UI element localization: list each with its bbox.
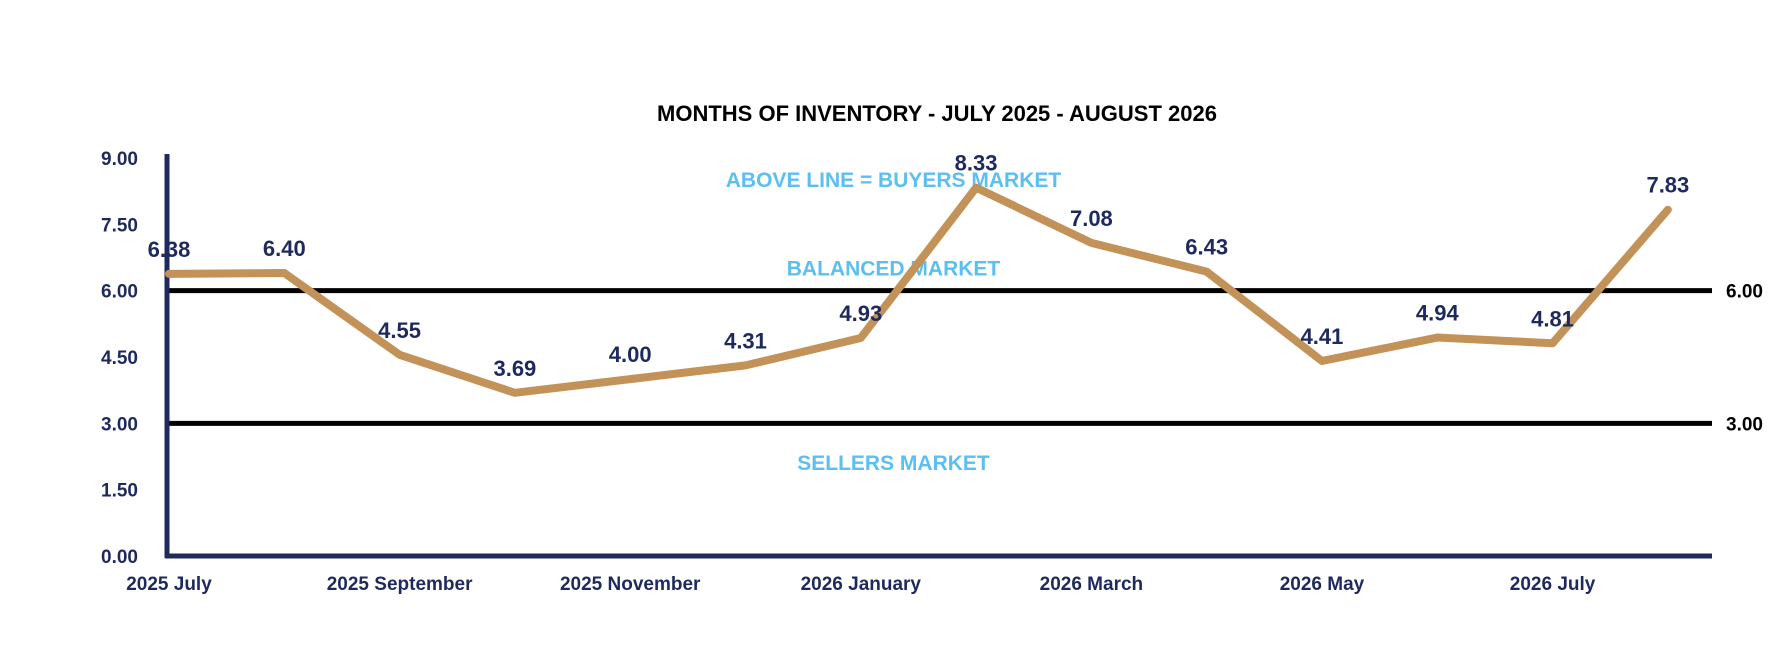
- reference-lines: 6.00 3.00: [167, 282, 1763, 435]
- series-line: [165, 183, 1672, 397]
- x-tick-label: 2026 July: [1510, 574, 1596, 595]
- y-tick-label: 0.00: [101, 547, 138, 568]
- data-label: 4.94: [1416, 301, 1460, 326]
- y-tick-label: 4.50: [101, 348, 138, 369]
- data-point: [742, 362, 749, 369]
- data-point: [1203, 268, 1210, 275]
- data-point: [396, 351, 403, 358]
- data-point: [1549, 340, 1556, 347]
- y-tick-label: 3.00: [101, 414, 138, 435]
- data-label: 6.40: [263, 236, 306, 261]
- y-tick-label: 6.00: [101, 282, 138, 303]
- data-label: 4.81: [1531, 306, 1574, 331]
- x-tick-label: 2026 March: [1040, 574, 1144, 595]
- data-point: [1664, 206, 1671, 213]
- data-label: 7.83: [1646, 173, 1689, 198]
- y-tick-label: 1.50: [101, 481, 138, 502]
- reference-line-label: 6.00: [1726, 282, 1763, 303]
- zone-label: ABOVE LINE = BUYERS MARKET: [726, 169, 1062, 192]
- series-line-layer: [165, 183, 1672, 397]
- data-label: 6.38: [148, 237, 191, 262]
- y-tick-label: 9.00: [101, 149, 138, 170]
- data-point: [973, 184, 980, 191]
- y-tick-label: 7.50: [101, 215, 138, 236]
- data-labels: 6.38 6.40 4.55 3.69 4.00 4.31 4.93 8.33 7.08 6.43…: [148, 151, 1689, 396]
- data-label: 4.93: [839, 301, 882, 326]
- data-point: [857, 334, 864, 341]
- data-point: [627, 376, 634, 383]
- zone-labels: ABOVE LINE = BUYERS MARKET BALANCED MARKE…: [726, 169, 1062, 475]
- x-tick-label: 2025 July: [126, 574, 212, 595]
- data-point: [281, 269, 288, 276]
- x-tick-label: 2025 September: [327, 574, 473, 595]
- data-label: 4.55: [378, 318, 421, 343]
- chart-title: MONTHS OF INVENTORY - JULY 2025 - AUGUST…: [657, 101, 1217, 126]
- data-label: 4.31: [724, 328, 767, 353]
- data-point: [511, 389, 518, 396]
- data-label: 4.00: [609, 342, 652, 367]
- data-point: [1434, 334, 1441, 341]
- x-tick-label: 2025 November: [560, 574, 701, 595]
- data-point: [1088, 239, 1095, 246]
- x-tick-label: 2026 January: [801, 574, 922, 595]
- reference-line-label: 3.00: [1726, 414, 1763, 435]
- zone-label: SELLERS MARKET: [797, 452, 990, 475]
- data-label: 7.08: [1070, 206, 1113, 231]
- axes: 0.00 1.50 3.00 4.50 6.00 7.50 9.00 2025 July 202…: [101, 149, 1712, 595]
- data-label: 6.43: [1185, 235, 1228, 260]
- data-label: 3.69: [493, 356, 536, 381]
- x-tick-label: 2026 May: [1280, 574, 1365, 595]
- data-point: [1318, 357, 1325, 364]
- data-label: 8.33: [955, 151, 998, 176]
- zone-label: BALANCED MARKET: [787, 258, 1001, 281]
- data-point: [166, 270, 172, 277]
- data-label: 4.41: [1301, 324, 1344, 349]
